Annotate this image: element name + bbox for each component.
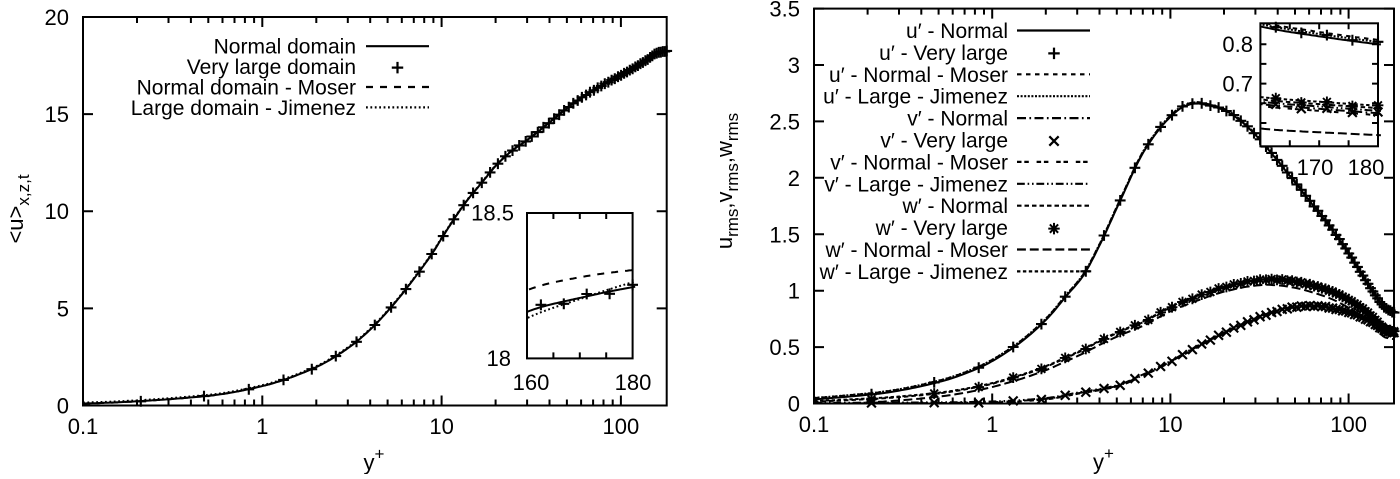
svg-text:1: 1 [256,414,268,439]
svg-text:10: 10 [1158,412,1182,437]
svg-text:5: 5 [57,296,69,321]
svg-text:u′ - Normal - Moser: u′ - Normal - Moser [829,64,1008,87]
svg-text:Large domain - Jimenez: Large domain - Jimenez [131,97,356,120]
svg-text:3: 3 [788,53,800,78]
svg-text:Normal domain: Normal domain [214,36,356,59]
svg-text:v′ - Normal - Moser: v′ - Normal - Moser [830,151,1008,174]
svg-text:0.7: 0.7 [1222,72,1253,97]
svg-text:10: 10 [429,414,453,439]
svg-text:Normal domain - Moser: Normal domain - Moser [137,77,356,100]
svg-text:w′ - Normal - Moser: w′ - Normal - Moser [825,239,1008,262]
svg-text:v′ - Very large: v′ - Very large [880,130,1008,153]
svg-text:w′ - Normal: w′ - Normal [902,195,1008,218]
svg-text:v′ - Large - Jimenez: v′ - Large - Jimenez [824,173,1008,196]
svg-text:100: 100 [1330,412,1367,437]
svg-text:180: 180 [615,370,652,395]
svg-text:2.5: 2.5 [769,109,800,134]
svg-text:10: 10 [45,199,69,224]
svg-text:20: 20 [45,5,69,30]
svg-text:1: 1 [986,412,998,437]
svg-text:0.5: 0.5 [769,335,800,360]
svg-text:1.5: 1.5 [769,222,800,247]
svg-text:100: 100 [603,414,640,439]
svg-text:0.1: 0.1 [799,412,830,437]
svg-text:18.5: 18.5 [471,201,514,226]
svg-text:w′ - Large - Jimenez: w′ - Large - Jimenez [819,261,1008,284]
svg-text:w′ - Very large: w′ - Very large [875,217,1008,240]
svg-text:u′ - Normal: u′ - Normal [906,20,1008,43]
svg-text:u′ - Large - Jimenez: u′ - Large - Jimenez [823,86,1008,109]
svg-text:u′ - Very large: u′ - Very large [879,42,1008,65]
svg-text:180: 180 [1348,155,1385,180]
svg-text:0: 0 [788,392,800,417]
svg-text:3.5: 3.5 [769,0,800,22]
svg-text:Very large domain: Very large domain [187,56,356,79]
svg-text:15: 15 [45,102,69,127]
svg-text:1: 1 [788,279,800,304]
svg-text:170: 170 [1297,155,1334,180]
svg-text:0.8: 0.8 [1222,32,1253,57]
svg-text:v′ - Normal: v′ - Normal [907,108,1008,131]
svg-text:18: 18 [487,346,511,371]
svg-text:2: 2 [788,166,800,191]
svg-text:160: 160 [513,370,550,395]
svg-text:0: 0 [57,394,69,419]
svg-text:0.1: 0.1 [68,414,99,439]
